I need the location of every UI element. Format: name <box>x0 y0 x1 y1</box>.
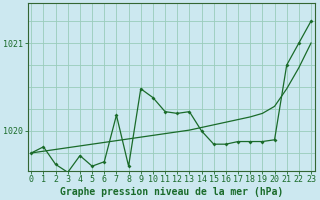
X-axis label: Graphe pression niveau de la mer (hPa): Graphe pression niveau de la mer (hPa) <box>60 186 283 197</box>
